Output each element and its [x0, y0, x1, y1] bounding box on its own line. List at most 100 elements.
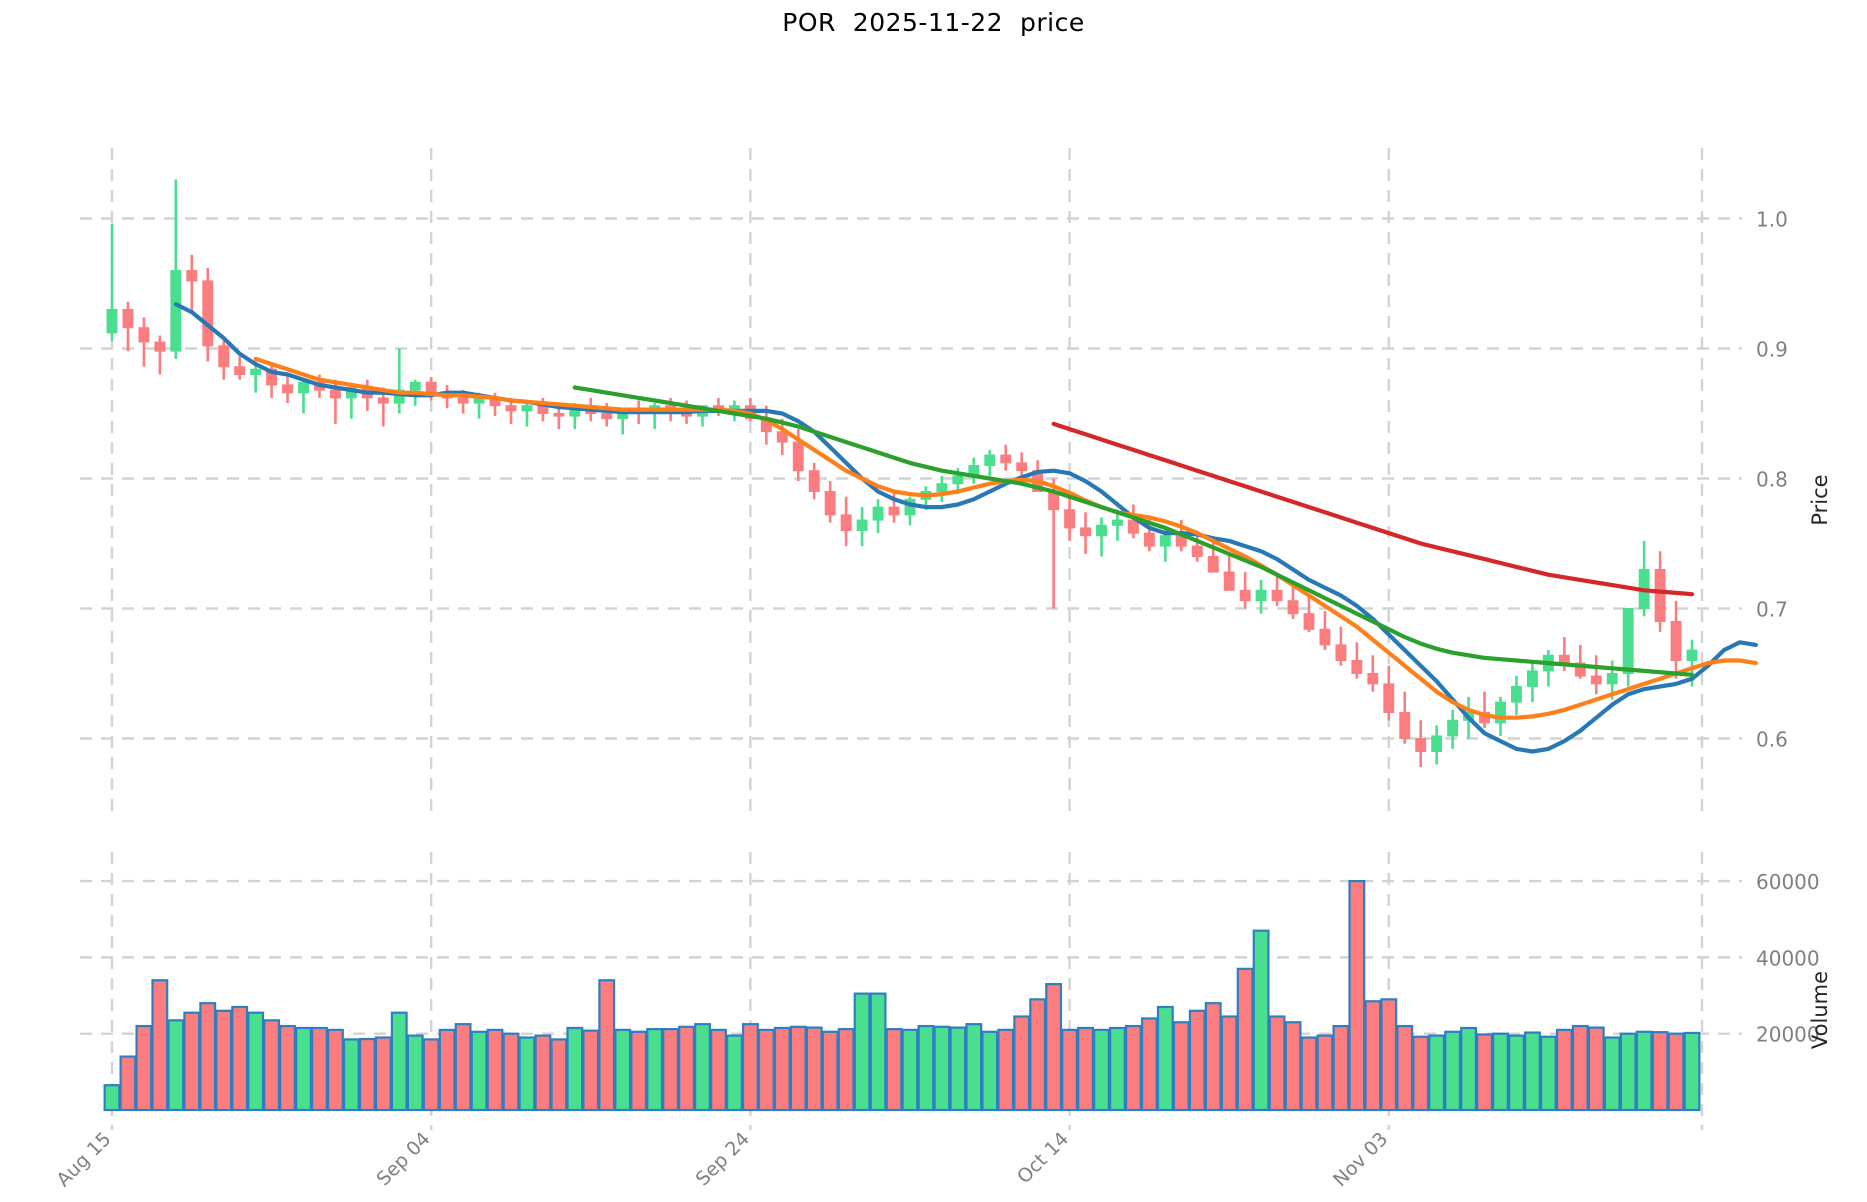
volume-bar [582, 1029, 600, 1112]
volume-tick-label: 60000 [1756, 870, 1820, 894]
x-axis-labels: Aug 15 Sep 04 Sep 24 Oct 14 Nov 03 [52, 1128, 1392, 1191]
volume-bar [1348, 879, 1366, 1112]
volume-bar [1571, 1024, 1589, 1112]
volume-bar [757, 1028, 775, 1112]
candlestick [984, 449, 996, 476]
volume-bar [1619, 1032, 1637, 1112]
candlestick [840, 496, 852, 547]
candlestick [1590, 655, 1602, 695]
volume-bar [1539, 1035, 1557, 1112]
volume-bar [837, 1028, 855, 1112]
candlestick [1447, 709, 1459, 749]
volume-bar [1284, 1021, 1302, 1112]
candlestick [521, 400, 533, 427]
volume-bar [1428, 1034, 1446, 1112]
volume-bar [646, 1028, 664, 1112]
volume-bar [917, 1024, 935, 1112]
x-tick-label: Sep 24 [692, 1128, 754, 1190]
volume-bar [1555, 1028, 1573, 1112]
ma-line-ma10 [253, 356, 1758, 720]
x-tick-label: Oct 14 [1013, 1128, 1073, 1188]
volume-bar [1332, 1024, 1350, 1112]
price-axis-title: Price [1808, 474, 1832, 525]
volume-bar [183, 1011, 201, 1112]
candlestick [1415, 720, 1427, 768]
candlestick [1638, 540, 1650, 617]
candlestick [1622, 608, 1634, 687]
candlestick [250, 361, 262, 393]
candlestick [1335, 626, 1347, 666]
price-tick-label: 1.0 [1756, 208, 1788, 232]
candlestick [856, 507, 868, 547]
volume-bar [1188, 1009, 1206, 1112]
volume-bar [885, 1028, 903, 1112]
volume-bar [1635, 1030, 1653, 1112]
x-tick-label: Aug 15 [52, 1128, 115, 1191]
volume-bar [1380, 998, 1398, 1112]
volume-bar [965, 1023, 983, 1112]
volume-bar [1156, 1005, 1174, 1112]
volume-bar [869, 992, 887, 1112]
volume-bar [1396, 1024, 1414, 1112]
candlestick [1351, 642, 1363, 679]
volume-bar [598, 979, 616, 1112]
volume-bar [614, 1028, 632, 1112]
price-axis-labels: 1.0 0.9 0.8 0.7 0.6 [1756, 208, 1788, 752]
volume-bar [103, 1084, 121, 1112]
volume-tick-label: 40000 [1756, 946, 1820, 970]
volume-bar [853, 992, 871, 1112]
volume-bar [1587, 1026, 1605, 1112]
moving-average-layer [173, 302, 1758, 754]
candlestick [1367, 655, 1379, 692]
candlestick [138, 317, 150, 367]
volume-bar [1013, 1015, 1031, 1112]
volume-bar [374, 1036, 392, 1112]
candlestick [361, 379, 373, 411]
volume-bar [662, 1028, 680, 1112]
volume-bar [358, 1037, 376, 1112]
candlestick [1479, 691, 1490, 729]
volume-bar [550, 1038, 568, 1112]
candlestick [218, 340, 230, 380]
candlestick [1016, 452, 1028, 479]
candlestick [1255, 579, 1267, 614]
volume-bar [1651, 1031, 1669, 1112]
volume-bar [1603, 1036, 1621, 1112]
volume-bar [342, 1038, 360, 1112]
volume-bar [295, 1026, 312, 1112]
candlestick-layer [106, 179, 1698, 768]
volume-bar [997, 1028, 1015, 1112]
volume-bar [1077, 1026, 1094, 1112]
volume-axis-title: Volume [1808, 971, 1832, 1049]
candlestick [1048, 478, 1060, 609]
candlestick [1223, 553, 1235, 591]
volume-bar [1316, 1034, 1334, 1112]
volume-bar [1140, 1017, 1158, 1112]
volume-bar [1204, 1002, 1222, 1112]
candlestick [282, 374, 293, 404]
candlestick [170, 179, 182, 359]
volume-bar [789, 1025, 807, 1112]
volume-bar [119, 1055, 137, 1112]
candlestick [824, 481, 836, 523]
volume-bar [406, 1034, 424, 1112]
grid-layer [80, 148, 1742, 1130]
candlestick [1287, 582, 1299, 619]
volume-bar [1300, 1036, 1318, 1112]
volume-bar [949, 1026, 967, 1112]
price-tick-label: 0.9 [1756, 338, 1788, 362]
volume-tick-label: 20000 [1756, 1023, 1820, 1047]
volume-bar [805, 1026, 823, 1112]
volume-bars-layer [103, 879, 1701, 1112]
volume-bar [279, 1024, 296, 1112]
volume-bar [725, 1034, 743, 1112]
volume-bar [1061, 1028, 1079, 1112]
x-tick-label: Nov 03 [1329, 1128, 1392, 1191]
candlestick [1303, 595, 1315, 632]
price-tick-label: 0.8 [1756, 468, 1788, 492]
volume-bar [1492, 1032, 1509, 1112]
candlestick [1526, 660, 1538, 703]
price-tick-label: 0.7 [1756, 598, 1788, 622]
candlestick [1431, 725, 1443, 765]
candlestick [202, 267, 214, 362]
